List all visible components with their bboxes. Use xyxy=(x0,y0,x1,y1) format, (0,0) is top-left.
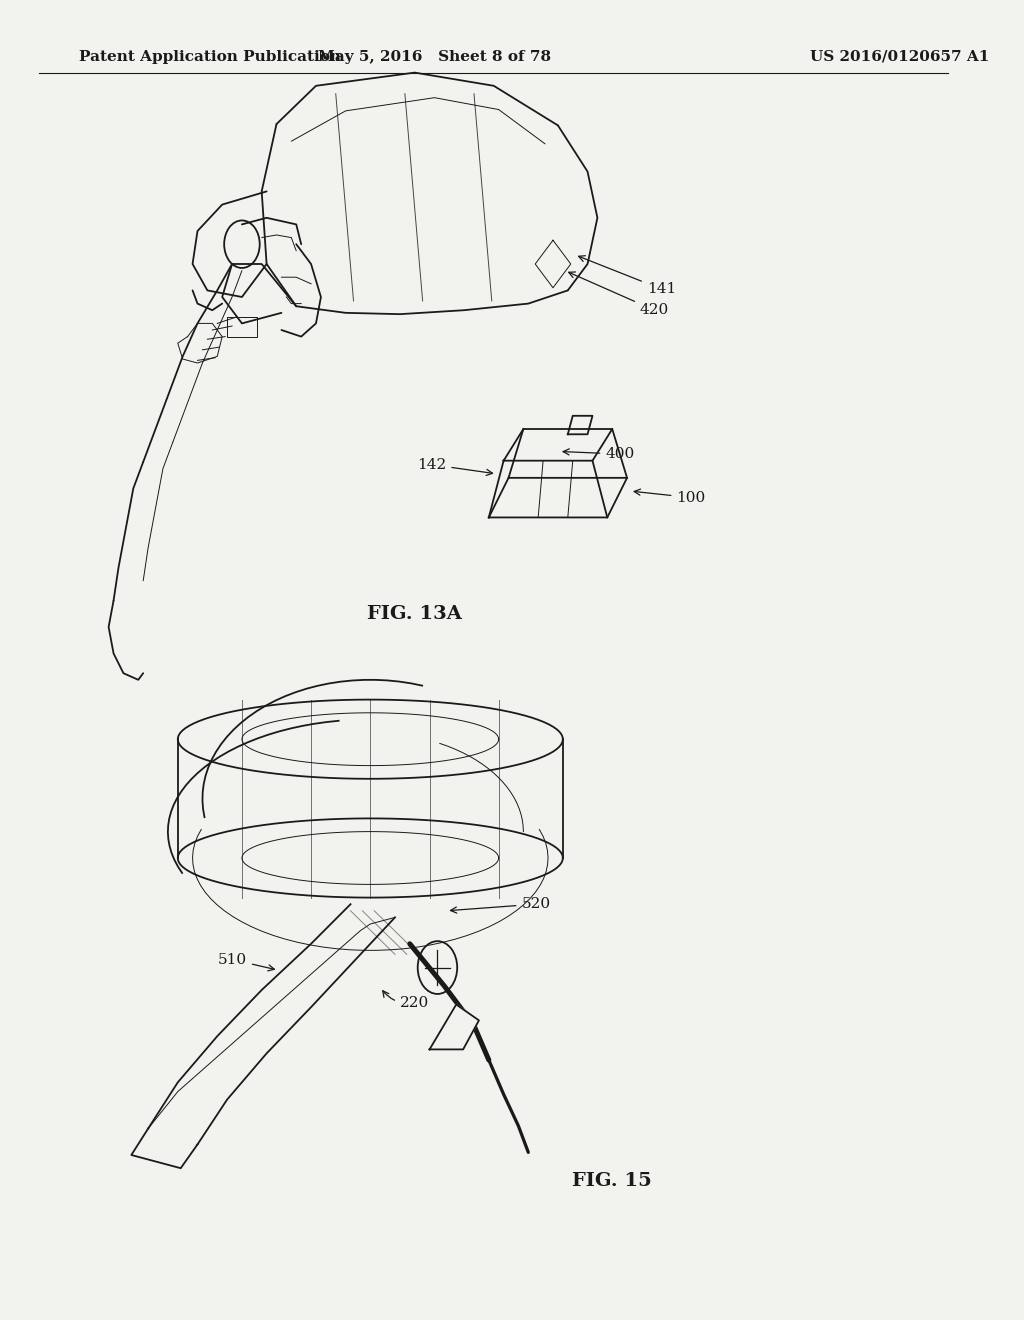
Text: 142: 142 xyxy=(417,458,493,475)
Text: 400: 400 xyxy=(563,447,635,461)
Text: Patent Application Publication: Patent Application Publication xyxy=(79,50,341,63)
Text: May 5, 2016   Sheet 8 of 78: May 5, 2016 Sheet 8 of 78 xyxy=(317,50,551,63)
Text: 520: 520 xyxy=(451,898,551,913)
Text: 510: 510 xyxy=(218,953,274,972)
Text: FIG. 13A: FIG. 13A xyxy=(368,605,462,623)
Polygon shape xyxy=(429,1005,479,1049)
Text: 141: 141 xyxy=(579,256,676,296)
Text: 100: 100 xyxy=(634,490,706,504)
Text: 220: 220 xyxy=(383,991,429,1010)
Text: 420: 420 xyxy=(568,272,669,317)
Text: FIG. 15: FIG. 15 xyxy=(572,1172,652,1191)
Text: US 2016/0120657 A1: US 2016/0120657 A1 xyxy=(810,50,989,63)
